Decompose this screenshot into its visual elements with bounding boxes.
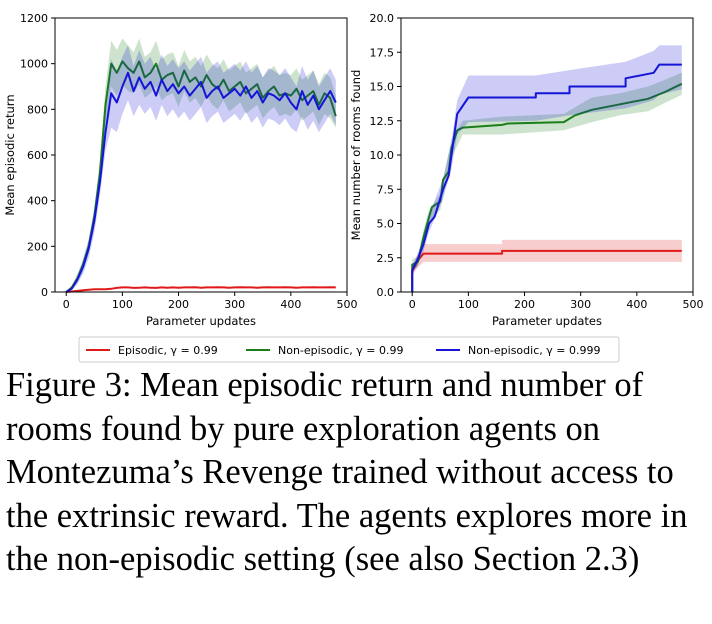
rooms-series-1-band: [412, 72, 682, 292]
rooms-ytick-label: 7.5: [377, 183, 395, 196]
rooms-xtick-label: 200: [514, 298, 535, 311]
return-series-0-line: [66, 286, 336, 293]
rooms-xtick-label: 0: [409, 298, 416, 311]
rooms-ytick-label: 17.5: [370, 46, 395, 59]
rooms-ytick-label: 0.0: [377, 286, 395, 299]
rooms-ytick-label: 2.5: [377, 252, 395, 265]
return-ytick-label: 200: [27, 240, 48, 253]
rooms-series-0-band: [412, 239, 682, 292]
rooms-ytick-label: 15.0: [370, 81, 395, 94]
rooms-series-1-line: [411, 82, 683, 292]
legend-label-nonepisodic-099: Non-episodic, γ = 0.99: [278, 344, 403, 357]
rooms-chart: 0 100 200 300 400 500 0.0 2.5 5.0 7.5 10.0 12.5 15.0…: [349, 12, 704, 328]
rooms-ytick-label: 12.5: [370, 115, 395, 128]
return-ytick-label: 1000: [20, 58, 48, 71]
legend-label-episodic: Episodic, γ = 0.99: [118, 344, 218, 357]
return-xtick-label: 400: [280, 298, 301, 311]
rooms-xtick-label: 400: [626, 298, 647, 311]
rooms-x-axis-label: Parameter updates: [492, 314, 602, 328]
return-series-1-line: [65, 60, 337, 293]
rooms-xtick-label: 300: [570, 298, 591, 311]
rooms-series-2-line: [411, 63, 682, 292]
figure-caption: Figure 3: Mean episodic return and numbe…: [6, 366, 688, 578]
return-series-1-band: [66, 38, 336, 292]
return-series-2-band: [66, 45, 336, 293]
return-ytick-label: 1200: [20, 12, 48, 25]
return-ytick-label: 0: [41, 286, 48, 299]
rooms-xtick-label: 100: [458, 298, 479, 311]
rooms-xtick-label: 500: [683, 298, 704, 311]
rooms-ytick-label: 10.0: [370, 149, 395, 162]
rooms-ytick-label: 5.0: [377, 218, 395, 231]
rooms-y-axis-label: Mean number of rooms found: [349, 70, 363, 241]
return-xtick-label: 500: [337, 298, 358, 311]
return-chart: 0 100 200 300 400 500 0 200 400 600 800 1000 1200 Par…: [3, 12, 358, 328]
return-ytick-label: 800: [27, 103, 48, 116]
return-xtick-label: 100: [112, 298, 133, 311]
return-ytick-label: 400: [27, 195, 48, 208]
legend: Episodic, γ = 0.99 Non-episodic, γ = 0.9…: [78, 336, 620, 363]
legend-frame: [78, 336, 620, 363]
return-y-axis-label: Mean episodic return: [3, 94, 17, 215]
rooms-series-2-band: [412, 45, 682, 293]
return-xtick-label: 0: [63, 298, 70, 311]
return-xtick-label: 300: [224, 298, 245, 311]
return-x-axis-label: Parameter updates: [146, 314, 256, 328]
legend-label-nonepisodic-0999: Non-episodic, γ = 0.999: [468, 344, 600, 357]
rooms-ytick-label: 20.0: [370, 12, 395, 25]
return-series-2-line: [65, 71, 337, 293]
return-ytick-label: 600: [27, 149, 48, 162]
return-xtick-label: 200: [168, 298, 189, 311]
